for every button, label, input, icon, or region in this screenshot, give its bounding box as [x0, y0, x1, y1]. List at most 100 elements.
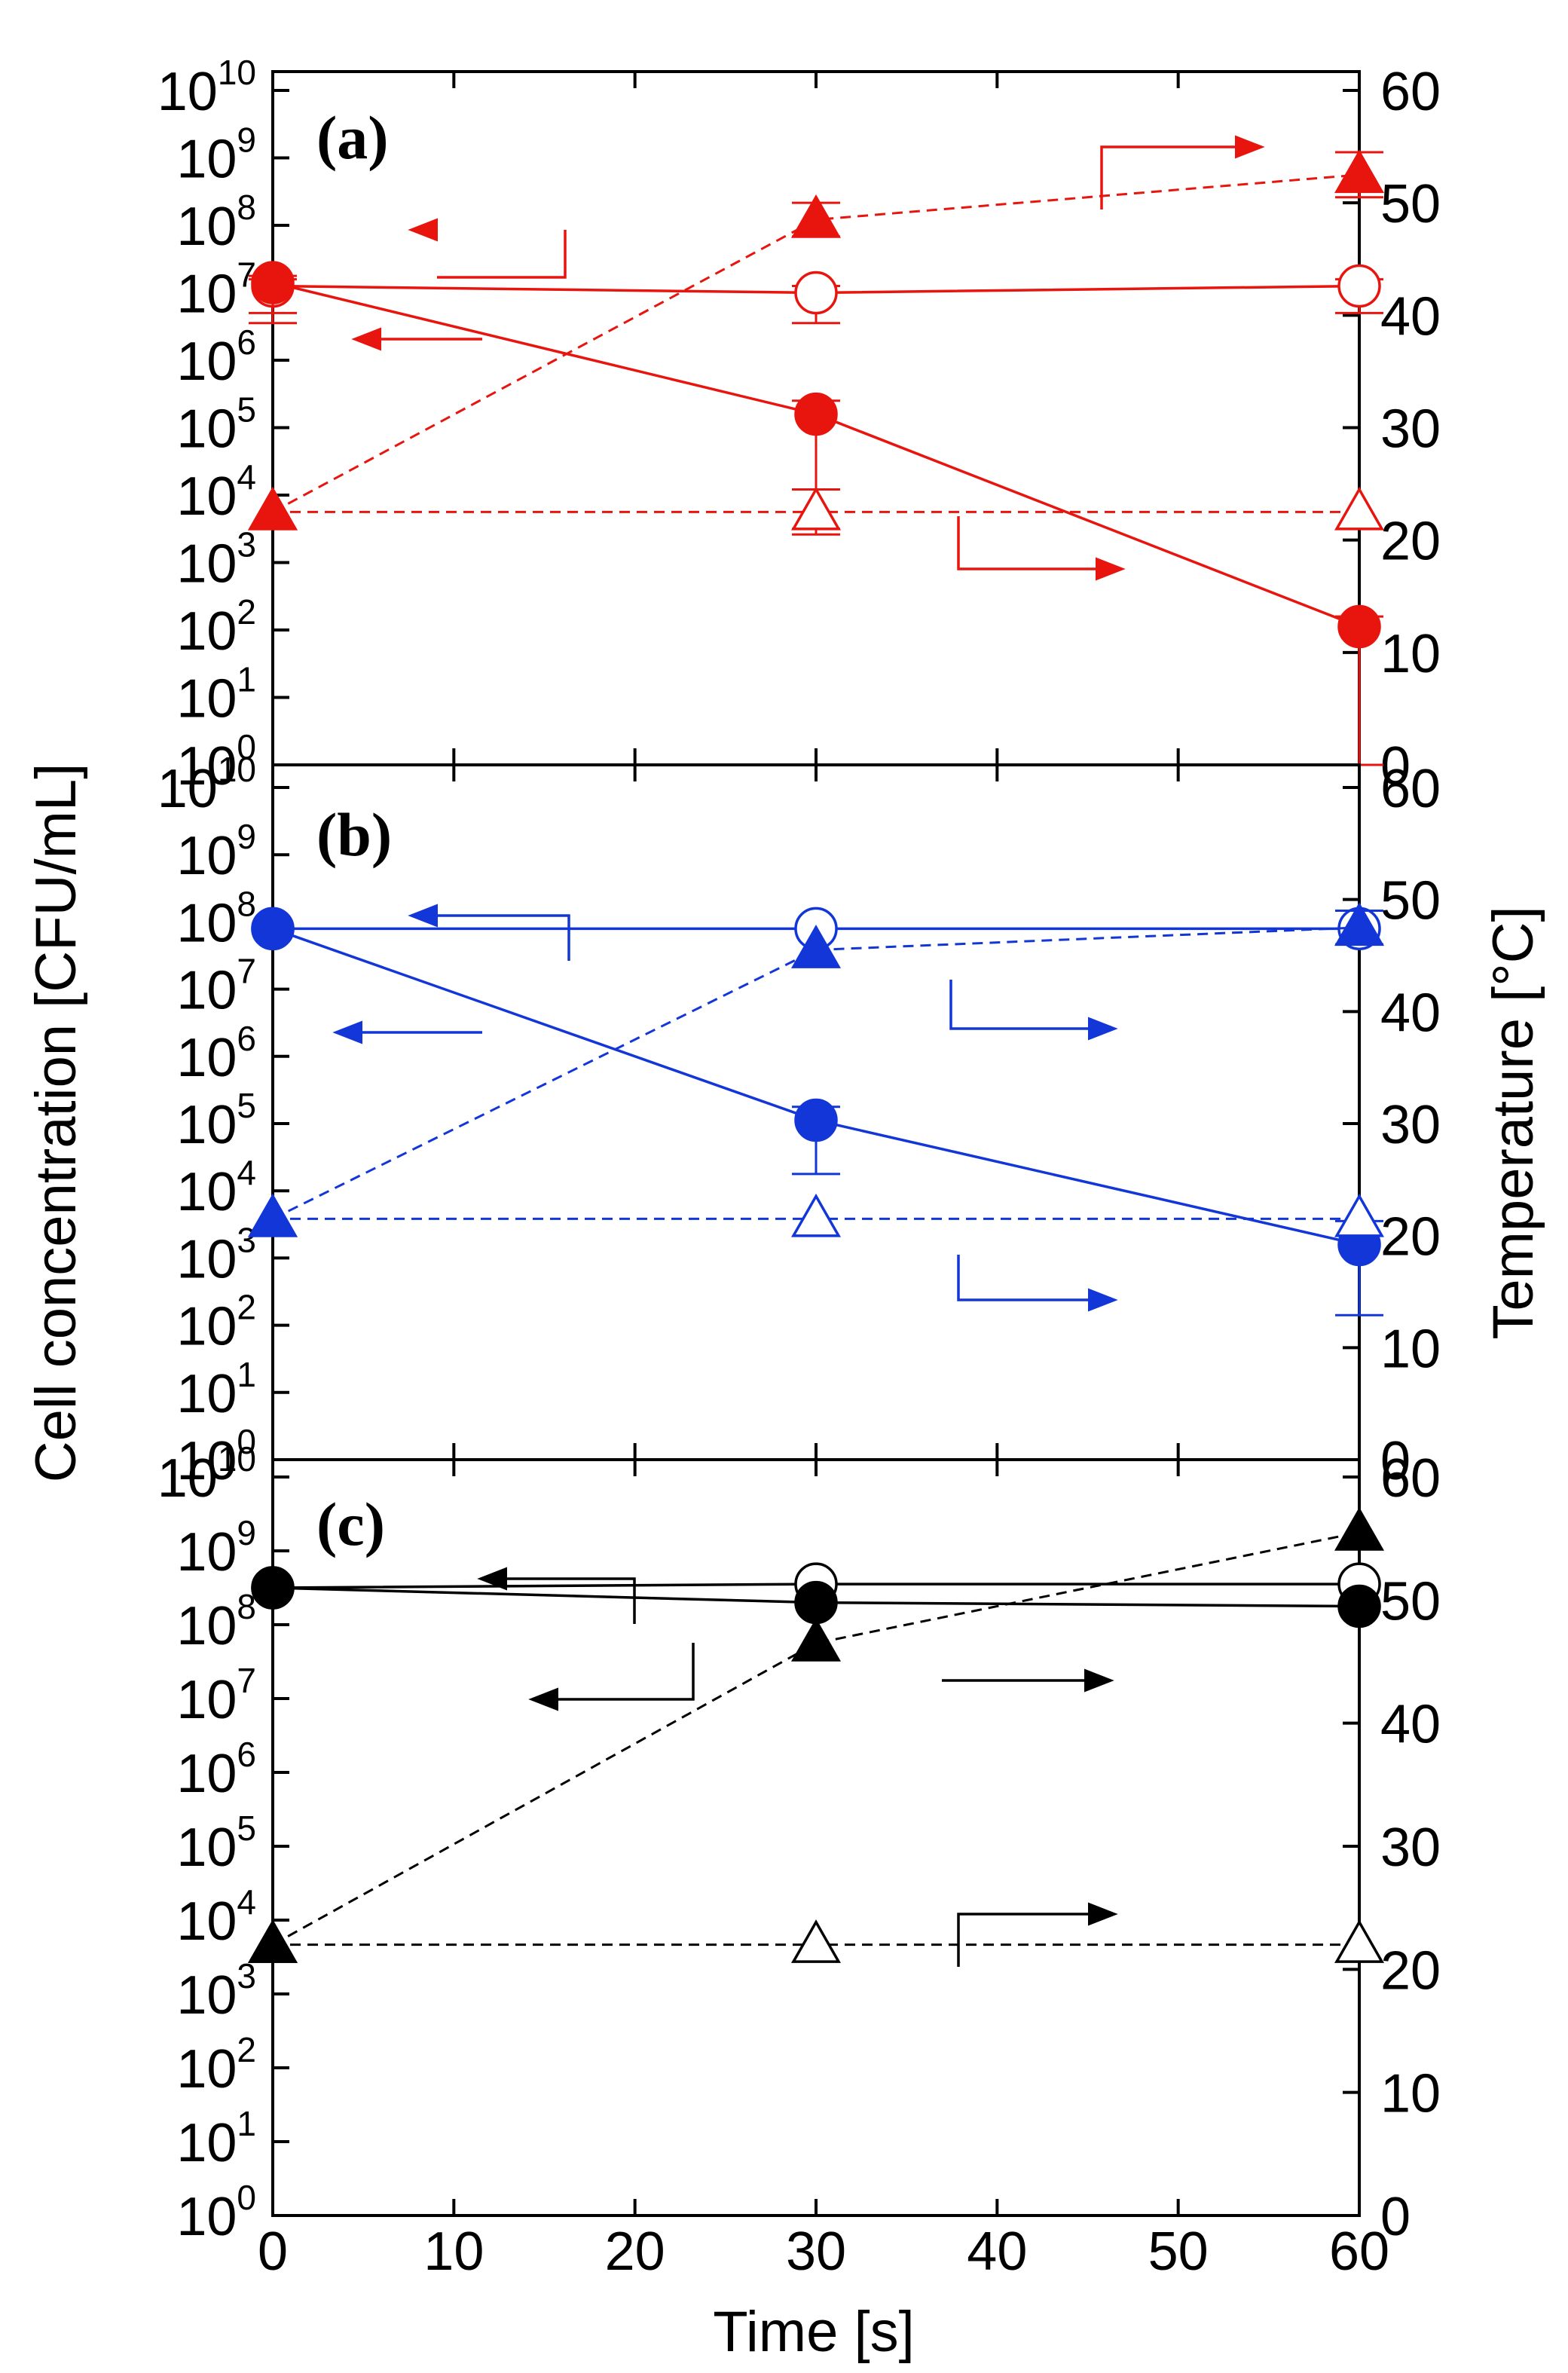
tick-exponent: 6: [237, 1019, 256, 1058]
right-tick-label: 30: [1380, 1095, 1441, 1155]
time-axis: 0 10 20 30 40 50 60: [258, 2222, 1389, 2282]
left-tick-label: 106: [176, 1735, 256, 1804]
filled-circle-marker: [1337, 604, 1381, 649]
tick-base: 10: [176, 1965, 237, 2026]
open-circle-marker: [1337, 264, 1381, 308]
x-tick-label: 60: [1329, 2222, 1389, 2282]
axis-indicator-arrowhead: [1088, 1902, 1118, 1926]
panel-label: (a): [316, 103, 389, 172]
axis-indicator-arrowhead: [1084, 1668, 1114, 1693]
left-tick-label: 107: [176, 1661, 256, 1730]
x-axis-title: Time [s]: [713, 2300, 914, 2364]
left-tick-label: 104: [176, 1153, 256, 1222]
left-tick-label: 106: [176, 323, 256, 392]
tick-base: 10: [176, 197, 237, 257]
tick-base: 10: [176, 1891, 237, 1952]
filled-triangle-marker: [247, 1919, 298, 1963]
tick-base: 10: [176, 1162, 237, 1222]
tick-exponent: 0: [237, 2178, 256, 2217]
x-tick-label: 50: [1148, 2222, 1209, 2282]
axis-indicator-arrowhead: [1235, 135, 1265, 159]
filled-circle-marker: [251, 907, 295, 951]
tick-base: 10: [176, 736, 237, 797]
tick-exponent: 5: [237, 1809, 256, 1848]
tick-exponent: 6: [237, 323, 256, 362]
left-tick-label: 103: [176, 1956, 256, 2026]
panel-b: 1001011021031041051061071081091010010203…: [157, 750, 1441, 1491]
filled-triangle-marker: [1334, 902, 1385, 946]
axis-indicator-line: [957, 1913, 1089, 1967]
x-tick-label: 40: [967, 2222, 1027, 2282]
tick-base: 10: [176, 1596, 237, 1656]
tick-exponent: 10: [218, 53, 256, 92]
left-tick-label: 102: [176, 2030, 256, 2099]
tick-exponent: 0: [237, 727, 256, 766]
tick-base: 10: [176, 1744, 237, 1804]
left-tick-label: 101: [176, 1355, 256, 1424]
tick-exponent: 2: [237, 1288, 256, 1327]
tick-base: 10: [157, 759, 218, 819]
axis-indicator-arrowhead: [332, 1020, 362, 1044]
axis-indicator-line: [506, 1577, 636, 1624]
right-tick-label: 40: [1380, 983, 1441, 1043]
tick-exponent: 3: [237, 525, 256, 564]
filled-circle-marker: [794, 1580, 838, 1625]
right-axis-title: Temperature [°C]: [1481, 906, 1545, 1339]
tick-base: 10: [176, 601, 237, 662]
left-tick-label: 1010: [157, 53, 256, 122]
axis-indicator-arrowhead: [528, 1687, 558, 1711]
panels-layer: 1001011021031041051061071081091010010203…: [157, 53, 1441, 2247]
tick-base: 10: [176, 1229, 237, 1289]
tick-exponent: 1: [237, 1355, 256, 1394]
axis-indicator-line: [1100, 145, 1236, 209]
tick-exponent: 7: [237, 1661, 256, 1700]
tick-base: 10: [176, 534, 237, 595]
left-tick-label: 1010: [157, 1439, 256, 1509]
axis-indicator-line: [957, 516, 1096, 570]
right-tick-label: 50: [1380, 174, 1441, 234]
x-tick-label: 0: [258, 2222, 288, 2282]
left-tick-label: 108: [176, 188, 256, 257]
tick-base: 10: [176, 1364, 237, 1424]
tick-base: 10: [176, 466, 237, 527]
left-tick-label: 100: [176, 2178, 256, 2247]
right-tick-label: 20: [1380, 1940, 1441, 2001]
left-tick-label: 104: [176, 457, 256, 527]
axis-indicator-arrowhead: [351, 327, 381, 351]
left-tick-label: 1010: [157, 750, 256, 819]
tick-base: 10: [176, 265, 237, 325]
panel-a: 1001011021031041051061071081091010010203…: [157, 53, 1441, 797]
left-axis-title: Cell concentration [CFU/mL]: [24, 763, 88, 1483]
left-tick-label: 109: [176, 817, 256, 886]
panel-c: 1001011021031041051061071081091010010203…: [157, 1439, 1441, 2247]
axis-indicator-line: [437, 914, 570, 961]
left-tick-label: 100: [176, 1422, 256, 1491]
filled-circle-marker: [1337, 1584, 1381, 1628]
right-tick-label: 30: [1380, 399, 1441, 460]
tick-base: 10: [176, 669, 237, 729]
right-tick-label: 60: [1380, 62, 1441, 122]
left-tick-label: 107: [176, 255, 256, 325]
tick-exponent: 3: [237, 1220, 256, 1259]
tick-base: 10: [157, 1448, 218, 1509]
series-line: [272, 1531, 1360, 1946]
tick-exponent: 8: [237, 188, 256, 227]
filled-circle-marker: [794, 392, 838, 436]
open-triangle-marker: [1334, 1919, 1385, 1963]
axis-indicator-arrowhead: [408, 904, 438, 928]
right-tick-label: 10: [1380, 624, 1441, 684]
left-tick-label: 109: [176, 1513, 256, 1583]
filled-circle-marker: [251, 1566, 295, 1610]
tick-base: 10: [176, 332, 237, 392]
left-tick-label: 104: [176, 1882, 256, 1952]
filled-triangle-marker: [790, 194, 842, 238]
open-triangle-marker: [1334, 486, 1385, 531]
axis-indicator-line: [957, 1255, 1089, 1301]
tick-base: 10: [176, 961, 237, 1021]
tick-base: 10: [176, 1431, 237, 1491]
right-tick-label: 60: [1380, 1448, 1441, 1509]
tick-exponent: 8: [237, 884, 256, 923]
open-triangle-marker: [790, 1919, 842, 1963]
right-tick-label: 20: [1380, 1207, 1441, 1268]
filled-triangle-marker: [1334, 149, 1385, 194]
